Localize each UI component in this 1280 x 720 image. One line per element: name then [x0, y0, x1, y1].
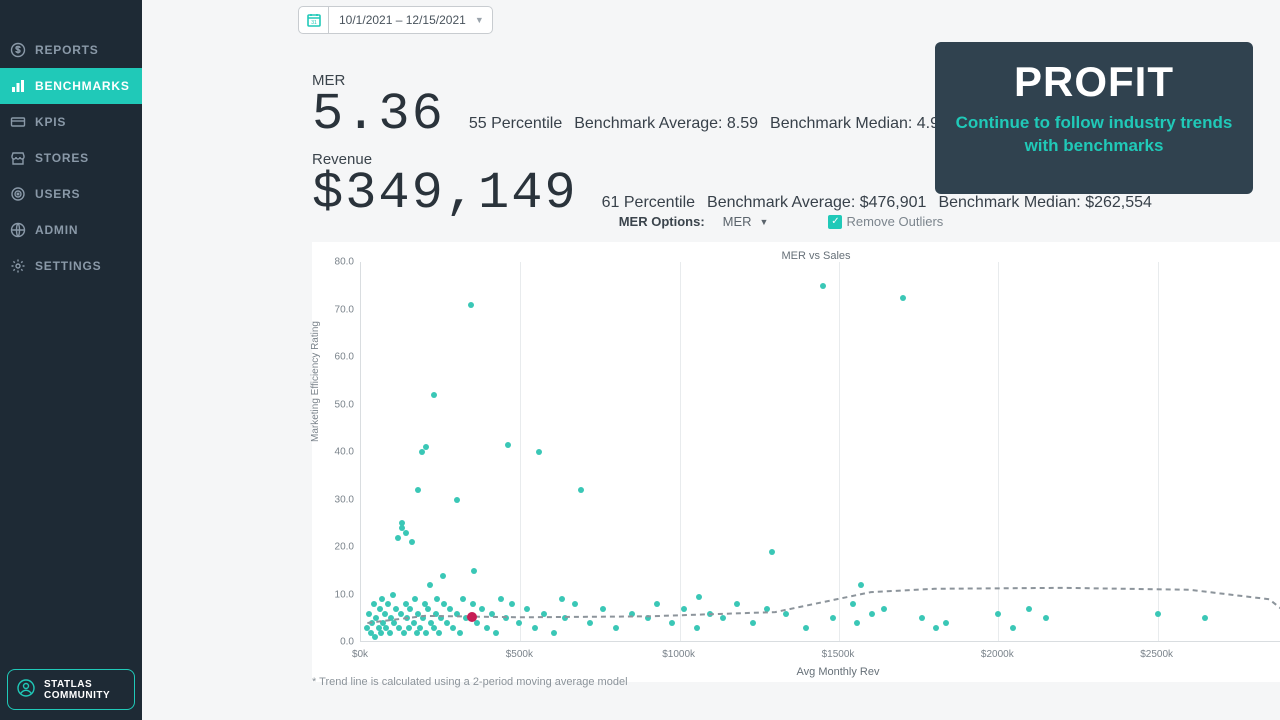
- chart-footnote: * Trend line is calculated using a 2-per…: [312, 676, 628, 688]
- chart-options: MER Options: MER ▼ ✓ Remove Outliers: [312, 214, 1250, 229]
- store-icon: [10, 150, 26, 166]
- rev-value: $349,149: [312, 168, 578, 220]
- y-tick-label: 40.0: [320, 447, 354, 458]
- y-tick-label: 80.0: [320, 257, 354, 268]
- mer-median: Benchmark Median: 4.95: [770, 115, 948, 133]
- highlight-point: [467, 612, 477, 622]
- sidebar-item-admin[interactable]: ADMIN: [0, 212, 142, 248]
- chart-title: MER vs Sales: [312, 250, 1280, 262]
- profit-sub: Continue to follow industry trends with …: [953, 112, 1235, 158]
- check-icon: ✓: [828, 215, 842, 229]
- sidebar-item-label: KPIS: [35, 115, 66, 129]
- chart-area: MER vs Sales Marketing Efficiency Rating…: [312, 242, 1280, 682]
- sidebar-item-users[interactable]: USERS: [0, 176, 142, 212]
- x-tick-label: $1000k: [662, 649, 695, 660]
- y-tick-label: 20.0: [320, 542, 354, 553]
- rev-median: Benchmark Median: $262,554: [938, 194, 1151, 212]
- x-tick-label: $500k: [506, 649, 533, 660]
- gear-icon: [10, 258, 26, 274]
- options-label: MER Options:: [619, 214, 705, 229]
- community-icon: [16, 678, 36, 701]
- rev-percentile: 61 Percentile: [602, 194, 695, 212]
- y-tick-label: 50.0: [320, 399, 354, 410]
- dollar-circle-icon: [10, 42, 26, 58]
- date-range-picker[interactable]: 31 10/1/2021 – 12/15/2021 ▼: [298, 6, 493, 34]
- y-tick-label: 70.0: [320, 304, 354, 315]
- y-tick-label: 60.0: [320, 352, 354, 363]
- x-tick-label: $2000k: [981, 649, 1014, 660]
- y-tick-label: 30.0: [320, 494, 354, 505]
- sidebar-item-label: REPORTS: [35, 43, 99, 57]
- card-icon: [10, 114, 26, 130]
- sidebar: REPORTS BENCHMARKS KPIS STORES USERS ADMIN SET…: [0, 0, 142, 720]
- sidebar-item-label: BENCHMARKS: [35, 79, 130, 93]
- sidebar-item-label: ADMIN: [35, 223, 78, 237]
- sidebar-item-settings[interactable]: SETTINGS: [0, 248, 142, 284]
- sidebar-item-kpis[interactable]: KPIS: [0, 104, 142, 140]
- scatter-plot: [360, 262, 1280, 642]
- mer-percentile: 55 Percentile: [469, 115, 562, 133]
- mer-select[interactable]: MER ▼: [723, 214, 769, 229]
- x-tick-label: $2500k: [1140, 649, 1173, 660]
- svg-text:31: 31: [311, 20, 317, 26]
- mer-value: 5.36: [312, 89, 445, 141]
- chevron-down-icon: ▼: [760, 217, 769, 227]
- x-tick-label: $0k: [352, 649, 368, 660]
- profit-card: PROFIT Continue to follow industry trend…: [935, 42, 1253, 194]
- main-content: 31 10/1/2021 – 12/15/2021 ▼ MER 5.36 55 …: [142, 0, 1280, 720]
- sidebar-item-label: USERS: [35, 187, 80, 201]
- globe-icon: [10, 222, 26, 238]
- sidebar-item-benchmarks[interactable]: BENCHMARKS: [0, 68, 142, 104]
- rev-avg: Benchmark Average: $476,901: [707, 194, 926, 212]
- calendar-icon: 31: [299, 7, 329, 33]
- remove-outliers-checkbox[interactable]: ✓ Remove Outliers: [828, 214, 943, 229]
- target-icon: [10, 186, 26, 202]
- mer-avg: Benchmark Average: 8.59: [574, 115, 758, 133]
- community-button[interactable]: STATLAS COMMUNITY: [7, 669, 135, 710]
- sidebar-item-reports[interactable]: REPORTS: [0, 32, 142, 68]
- y-tick-label: 0.0: [320, 637, 354, 648]
- date-range-text: 10/1/2021 – 12/15/2021 ▼: [329, 13, 492, 27]
- x-tick-label: $1500k: [822, 649, 855, 660]
- y-axis-label: Marketing Efficiency Rating: [310, 321, 321, 442]
- sidebar-item-label: STORES: [35, 151, 89, 165]
- trend-line: [361, 262, 1280, 642]
- y-tick-label: 10.0: [320, 589, 354, 600]
- profit-title: PROFIT: [953, 58, 1235, 106]
- chevron-down-icon: ▼: [475, 15, 484, 25]
- bar-chart-icon: [10, 78, 26, 94]
- community-label: STATLAS COMMUNITY: [44, 679, 110, 701]
- sidebar-item-label: SETTINGS: [35, 259, 101, 273]
- sidebar-item-stores[interactable]: STORES: [0, 140, 142, 176]
